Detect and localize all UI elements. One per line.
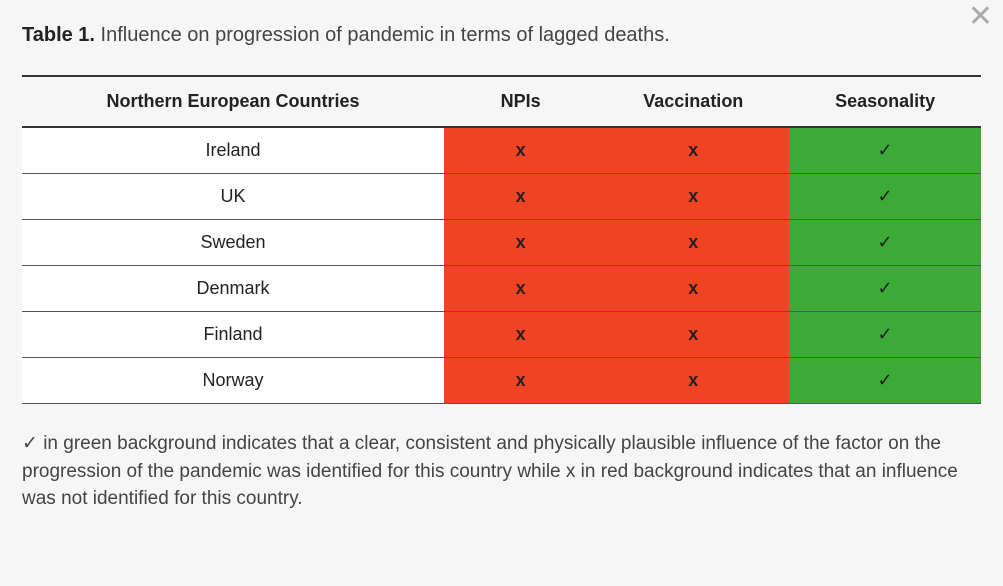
no-cell: x <box>597 174 789 220</box>
country-cell: UK <box>22 174 444 220</box>
yes-cell: ✓ <box>789 220 981 266</box>
no-cell: x <box>444 220 597 266</box>
yes-cell: ✓ <box>789 266 981 312</box>
no-cell: x <box>444 266 597 312</box>
no-cell: x <box>597 358 789 404</box>
country-cell: Finland <box>22 312 444 358</box>
no-cell: x <box>597 266 789 312</box>
yes-cell: ✓ <box>789 358 981 404</box>
no-cell: x <box>444 358 597 404</box>
no-cell: x <box>597 312 789 358</box>
no-cell: x <box>444 174 597 220</box>
no-cell: x <box>444 312 597 358</box>
caption-text: Influence on progression of pandemic in … <box>95 24 670 46</box>
table-row: Denmarkxx✓ <box>22 266 981 312</box>
column-header: Vaccination <box>597 76 789 127</box>
table-row: Swedenxx✓ <box>22 220 981 266</box>
yes-cell: ✓ <box>789 127 981 174</box>
table-body: Irelandxx✓UKxx✓Swedenxx✓Denmarkxx✓Finlan… <box>22 127 981 404</box>
country-cell: Denmark <box>22 266 444 312</box>
table-row: Irelandxx✓ <box>22 127 981 174</box>
country-cell: Norway <box>22 358 444 404</box>
table-footnote: ✓ in green background indicates that a c… <box>22 430 981 513</box>
country-cell: Ireland <box>22 127 444 174</box>
yes-cell: ✓ <box>789 312 981 358</box>
column-header: Seasonality <box>789 76 981 127</box>
table-row: Norwayxx✓ <box>22 358 981 404</box>
caption-label: Table 1. <box>22 24 95 46</box>
table-caption: Table 1. Influence on progression of pan… <box>22 24 981 47</box>
yes-cell: ✓ <box>789 174 981 220</box>
no-cell: x <box>444 127 597 174</box>
table-row: UKxx✓ <box>22 174 981 220</box>
table-row: Finlandxx✓ <box>22 312 981 358</box>
no-cell: x <box>597 220 789 266</box>
column-header: NPIs <box>444 76 597 127</box>
header-row: Northern European CountriesNPIsVaccinati… <box>22 76 981 127</box>
influence-table: Northern European CountriesNPIsVaccinati… <box>22 75 981 404</box>
country-cell: Sweden <box>22 220 444 266</box>
column-header: Northern European Countries <box>22 76 444 127</box>
no-cell: x <box>597 127 789 174</box>
close-icon[interactable]: ✕ <box>968 2 993 32</box>
